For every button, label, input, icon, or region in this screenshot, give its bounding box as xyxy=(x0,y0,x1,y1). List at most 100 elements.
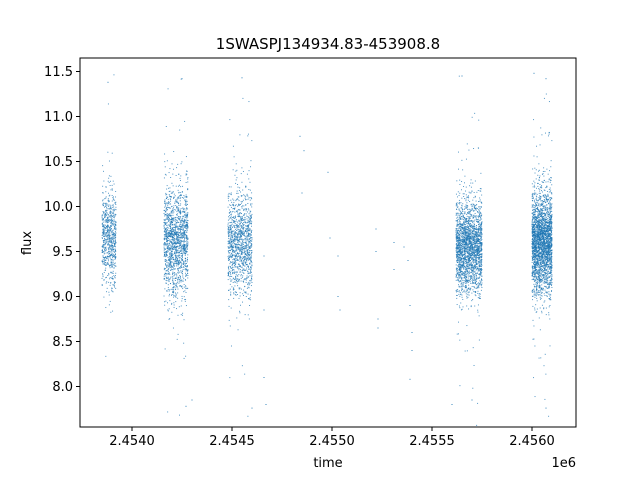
data-point xyxy=(110,175,112,177)
data-point xyxy=(110,248,112,250)
data-point xyxy=(237,259,239,261)
data-point xyxy=(163,177,165,179)
data-point xyxy=(104,262,106,264)
data-point xyxy=(233,225,235,227)
data-point xyxy=(247,238,249,240)
data-point xyxy=(175,265,177,267)
data-point xyxy=(104,264,106,266)
data-point xyxy=(163,255,165,257)
data-point xyxy=(468,230,470,232)
data-point xyxy=(103,233,105,235)
data-point xyxy=(109,204,111,206)
data-point xyxy=(231,244,233,246)
data-point xyxy=(470,264,472,266)
data-point xyxy=(186,225,188,227)
data-point xyxy=(456,232,458,234)
data-point xyxy=(107,221,109,223)
data-point xyxy=(246,244,248,246)
data-point xyxy=(170,222,172,224)
data-point xyxy=(113,240,115,242)
data-point xyxy=(249,282,251,284)
data-point xyxy=(174,227,176,229)
data-point xyxy=(104,269,106,271)
data-point xyxy=(468,247,470,249)
data-point xyxy=(456,249,458,251)
data-point xyxy=(186,246,188,248)
data-point xyxy=(243,249,245,251)
data-point xyxy=(228,274,230,276)
data-point xyxy=(240,243,242,245)
data-point xyxy=(248,247,250,249)
data-point xyxy=(240,249,242,251)
data-point xyxy=(167,272,169,274)
data-point xyxy=(236,211,238,213)
data-point xyxy=(468,288,470,290)
data-point xyxy=(173,234,175,236)
data-point xyxy=(184,250,186,252)
data-point xyxy=(237,209,239,211)
data-point xyxy=(241,249,243,251)
data-point xyxy=(458,209,460,211)
data-point xyxy=(231,221,233,223)
data-point xyxy=(110,259,112,261)
data-point xyxy=(168,231,170,233)
data-point xyxy=(184,226,186,228)
data-point xyxy=(230,273,232,275)
data-point xyxy=(167,251,169,253)
data-point xyxy=(102,204,104,206)
data-point xyxy=(245,278,247,280)
data-point xyxy=(113,284,115,286)
data-point xyxy=(168,318,170,320)
data-point xyxy=(175,249,177,251)
data-point xyxy=(458,208,460,210)
data-point xyxy=(231,252,233,254)
data-point xyxy=(110,207,112,209)
data-point xyxy=(169,266,171,268)
data-point xyxy=(235,238,237,240)
data-point xyxy=(168,201,170,203)
data-point xyxy=(166,238,168,240)
data-point xyxy=(166,247,168,249)
data-point xyxy=(248,283,250,285)
data-point xyxy=(109,238,111,240)
data-point xyxy=(232,232,234,234)
data-point xyxy=(111,204,113,206)
data-point xyxy=(232,248,234,250)
data-point xyxy=(172,242,174,244)
data-point xyxy=(176,242,178,244)
data-point xyxy=(114,250,116,252)
data-point xyxy=(107,180,109,182)
data-point xyxy=(104,214,106,216)
data-point xyxy=(232,208,234,210)
data-point xyxy=(460,240,462,242)
data-point xyxy=(229,266,231,268)
data-point xyxy=(474,239,476,241)
data-point xyxy=(457,240,459,242)
data-point xyxy=(243,224,245,226)
data-point xyxy=(187,208,189,210)
data-point xyxy=(469,218,471,220)
data-point xyxy=(184,299,186,301)
data-point xyxy=(478,210,480,212)
data-point xyxy=(481,253,483,255)
data-point xyxy=(108,201,110,203)
data-point xyxy=(173,304,175,306)
data-point xyxy=(186,227,188,229)
data-point xyxy=(180,237,182,239)
data-point xyxy=(228,273,230,275)
data-point xyxy=(111,224,113,226)
data-point xyxy=(174,243,176,245)
data-point xyxy=(479,227,481,229)
data-point xyxy=(235,255,237,257)
data-point xyxy=(248,255,250,257)
data-point xyxy=(243,262,245,264)
data-point xyxy=(479,228,481,230)
data-point xyxy=(186,229,188,231)
data-point xyxy=(249,237,251,239)
data-point xyxy=(236,317,238,319)
data-point xyxy=(243,272,245,274)
data-point xyxy=(477,190,479,191)
data-point xyxy=(110,214,112,216)
data-point xyxy=(176,235,178,237)
data-point xyxy=(234,227,236,229)
